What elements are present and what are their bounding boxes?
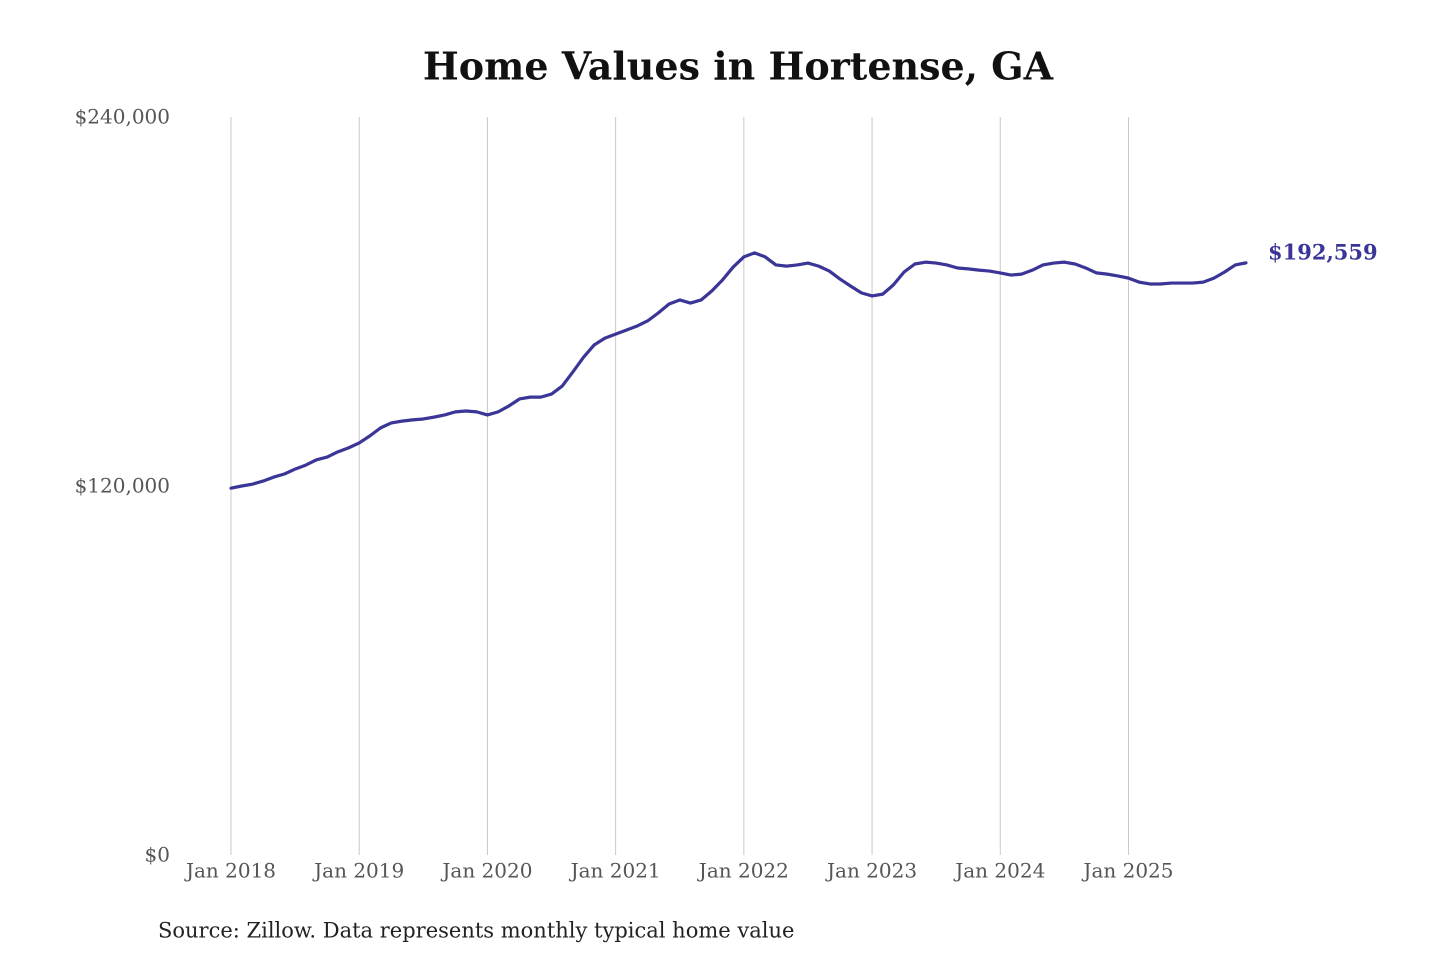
line-series <box>229 251 1248 490</box>
y-tick-label: $0 <box>145 843 170 867</box>
x-tick-label: Jan 2024 <box>953 859 1045 883</box>
y-tick-label: $120,000 <box>75 474 170 498</box>
source-note: Source: Zillow. Data represents monthly … <box>158 919 794 943</box>
x-tick-label: Jan 2025 <box>1081 859 1173 883</box>
end-value-label: $192,559 <box>1268 239 1378 264</box>
x-tick-label: Jan 2019 <box>312 859 404 883</box>
x-tick-label: Jan 2018 <box>184 859 276 883</box>
x-tick-label: Jan 2021 <box>569 859 661 883</box>
x-tick-label: Jan 2020 <box>440 859 532 883</box>
x-tick-label: Jan 2022 <box>697 859 789 883</box>
x-tick-label: Jan 2023 <box>825 859 917 883</box>
chart-title: Home Values in Hortense, GA <box>423 44 1054 89</box>
y-tick-label: $240,000 <box>75 105 170 129</box>
